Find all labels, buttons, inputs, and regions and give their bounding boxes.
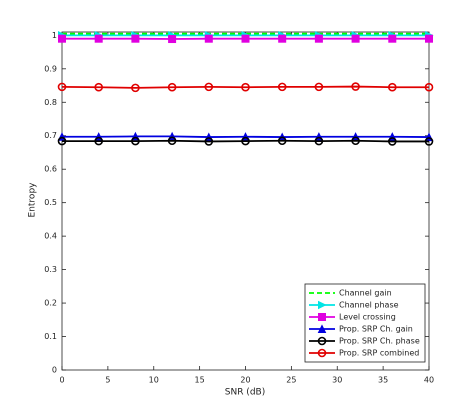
series-line: [61, 85, 429, 89]
marker: [351, 82, 360, 91]
marker: [131, 83, 140, 93]
x-tick-label: 20: [240, 376, 250, 385]
marker: [317, 324, 327, 333]
y-tick-label: 0.5: [44, 198, 57, 207]
y-tick-label: 0.7: [44, 131, 57, 140]
marker: [131, 136, 140, 146]
x-tick-label: 25: [286, 376, 296, 385]
x-tick-label: 0: [59, 376, 64, 385]
series-line: [62, 139, 429, 143]
x-tick-label: 30: [332, 376, 342, 385]
marker: [57, 82, 67, 92]
y-tick-label: 1: [52, 31, 57, 40]
marker: [131, 34, 140, 43]
marker: [94, 136, 103, 146]
marker: [57, 136, 67, 146]
marker: [204, 82, 214, 92]
marker: [94, 82, 103, 92]
legend-label: Prop. SRP combined: [339, 349, 419, 358]
marker: [387, 82, 397, 92]
marker: [167, 136, 177, 146]
legend-label: Channel phase: [339, 301, 399, 310]
x-tick-label: 40: [424, 376, 434, 385]
marker: [351, 136, 360, 146]
legend: Channel gain Channel phase Level crossing P…: [304, 283, 426, 363]
y-tick-label: 0.1: [44, 332, 57, 341]
legend-label: Level crossing: [339, 313, 396, 322]
marker: [94, 34, 103, 43]
marker: [425, 34, 433, 43]
y-tick-label: 0.2: [44, 299, 57, 308]
legend-label: Prop. SRP Ch. phase: [339, 337, 420, 346]
x-tick-label: 35: [378, 376, 388, 385]
y-tick-label: 0.4: [44, 232, 57, 241]
marker: [388, 34, 397, 43]
x-tick-label: 5: [105, 376, 110, 385]
marker: [314, 34, 323, 43]
y-tick-label: 0.8: [44, 98, 57, 107]
marker: [314, 82, 324, 92]
x-tick-label: 10: [149, 376, 159, 385]
marker: [277, 136, 287, 146]
x-tick-label: 15: [195, 376, 205, 385]
marker: [424, 82, 434, 92]
series: [57, 82, 434, 93]
y-tick-label: 0.3: [44, 265, 57, 274]
marker: [167, 82, 177, 92]
marker: [351, 34, 360, 43]
legend-label: Channel gain: [339, 289, 392, 298]
series: [58, 34, 433, 44]
marker: [318, 300, 327, 310]
marker: [204, 137, 214, 146]
marker: [314, 136, 324, 146]
marker: [278, 34, 287, 43]
marker: [317, 348, 327, 358]
marker: [241, 82, 250, 92]
marker: [277, 82, 287, 92]
marker: [317, 336, 327, 346]
marker: [204, 34, 213, 43]
marker: [424, 137, 434, 146]
marker: [58, 34, 66, 43]
marker: [241, 136, 250, 146]
y-tick-label: 0: [52, 366, 57, 375]
series: [57, 136, 434, 146]
legend-label: Prop. SRP Ch. gain: [339, 325, 413, 334]
marker: [318, 313, 326, 321]
y-tick-label: 0.9: [44, 64, 57, 73]
marker: [387, 137, 397, 146]
x-axis-label: SNR (dB): [225, 388, 265, 398]
y-axis-label: Entropy: [28, 182, 38, 218]
marker: [241, 34, 250, 43]
y-tick-label: 0.6: [44, 165, 57, 174]
marker: [168, 35, 177, 44]
legend-box: [304, 283, 426, 363]
